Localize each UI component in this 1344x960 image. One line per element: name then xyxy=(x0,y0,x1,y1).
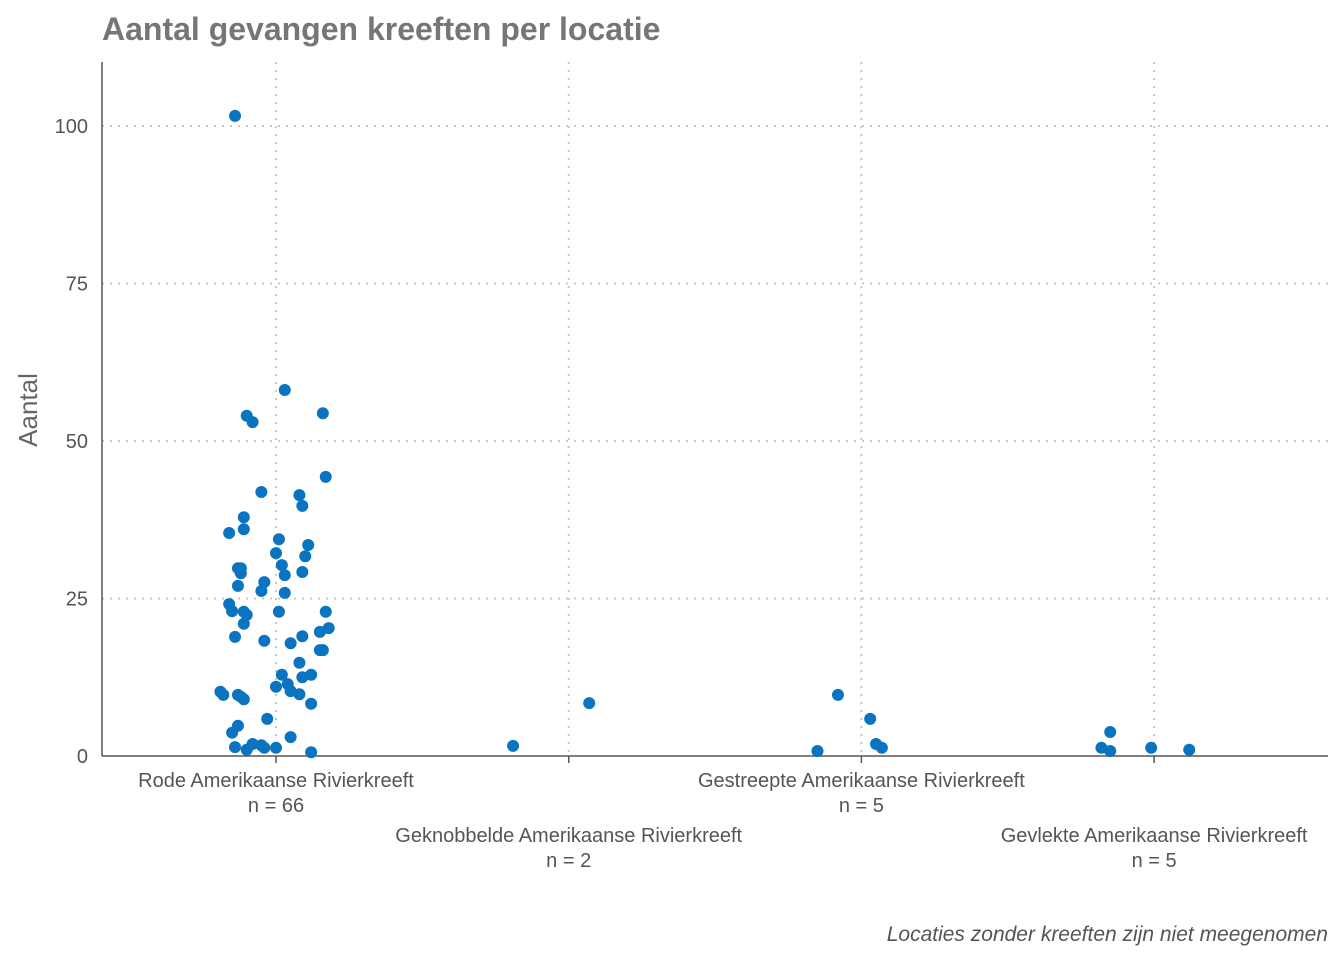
y-tick-label: 0 xyxy=(77,746,88,768)
data-point xyxy=(1104,744,1117,757)
data-point xyxy=(278,569,291,582)
data-point xyxy=(278,586,291,599)
data-point xyxy=(217,688,230,701)
data-point xyxy=(237,511,250,524)
x-tick-label: Gestreepte Amerikaanse Rivierkreeft xyxy=(698,770,1025,792)
data-point xyxy=(240,743,253,756)
data-point xyxy=(316,644,329,657)
data-point xyxy=(299,550,312,563)
data-point xyxy=(272,605,285,618)
data-point xyxy=(270,741,282,754)
data-point xyxy=(275,668,288,681)
chart-title: Aantal gevangen kreeften per locatie xyxy=(102,11,660,47)
data-point xyxy=(305,746,318,759)
data-point xyxy=(258,634,271,647)
x-tick-count: n = 2 xyxy=(546,850,591,872)
x-tick-count: n = 66 xyxy=(248,795,304,817)
y-tick-label: 50 xyxy=(66,431,88,453)
data-point xyxy=(583,697,596,710)
data-point xyxy=(293,688,306,701)
data-point xyxy=(296,630,309,643)
data-point xyxy=(270,547,282,560)
x-tick-count: n = 5 xyxy=(1132,850,1177,872)
data-point xyxy=(296,566,309,579)
data-point xyxy=(316,407,329,420)
data-point xyxy=(237,617,250,630)
data-point xyxy=(319,470,332,483)
data-point xyxy=(226,726,239,739)
data-point xyxy=(1145,741,1158,754)
data-point xyxy=(246,416,259,429)
data-point xyxy=(284,637,297,650)
data-points xyxy=(214,109,1196,759)
caption: Locaties zonder kreeften zijn niet meege… xyxy=(887,923,1328,946)
data-point xyxy=(296,499,309,512)
y-tick-label: 25 xyxy=(66,589,88,611)
x-tick-count: n = 5 xyxy=(839,795,884,817)
data-point xyxy=(284,731,297,744)
data-point xyxy=(293,656,306,669)
data-point xyxy=(226,605,239,618)
x-tick-label: Rode Amerikaanse Rivierkreeft xyxy=(138,770,414,792)
data-point xyxy=(229,109,242,122)
data-point xyxy=(1183,743,1196,756)
data-point xyxy=(231,579,244,592)
data-point xyxy=(313,625,326,638)
data-point xyxy=(875,741,888,754)
y-tick-label: 100 xyxy=(55,116,88,138)
data-point xyxy=(229,630,242,643)
data-point xyxy=(237,693,250,706)
data-point xyxy=(293,489,306,502)
data-point xyxy=(237,523,250,536)
data-point xyxy=(278,383,291,396)
data-point xyxy=(507,739,520,752)
data-point xyxy=(275,559,288,572)
data-point xyxy=(255,486,268,499)
data-point xyxy=(831,688,844,701)
gridlines xyxy=(102,62,1328,756)
data-point xyxy=(1104,726,1117,739)
data-point xyxy=(302,538,315,551)
data-point xyxy=(272,533,285,546)
data-point xyxy=(229,741,242,754)
data-point xyxy=(255,584,268,597)
axes xyxy=(101,62,1328,763)
axis-labels: 0 25 50 75 100 Rode Amerikaanse Rivierkreeft n… xyxy=(55,116,1308,872)
data-point xyxy=(811,744,824,757)
data-point xyxy=(296,671,309,684)
x-tick-label: Gevlekte Amerikaanse Rivierkreeft xyxy=(1001,825,1308,847)
data-point xyxy=(261,712,274,725)
y-axis-label: Aantal xyxy=(13,373,43,447)
data-point xyxy=(319,605,332,618)
data-point xyxy=(305,697,318,710)
y-tick-label: 75 xyxy=(66,274,88,296)
data-point xyxy=(864,712,877,725)
data-point xyxy=(223,526,236,539)
x-tick-label: Geknobbelde Amerikaanse Rivierkreeft xyxy=(395,825,742,847)
data-point xyxy=(258,741,271,754)
data-point xyxy=(234,567,247,580)
data-point xyxy=(270,680,282,693)
